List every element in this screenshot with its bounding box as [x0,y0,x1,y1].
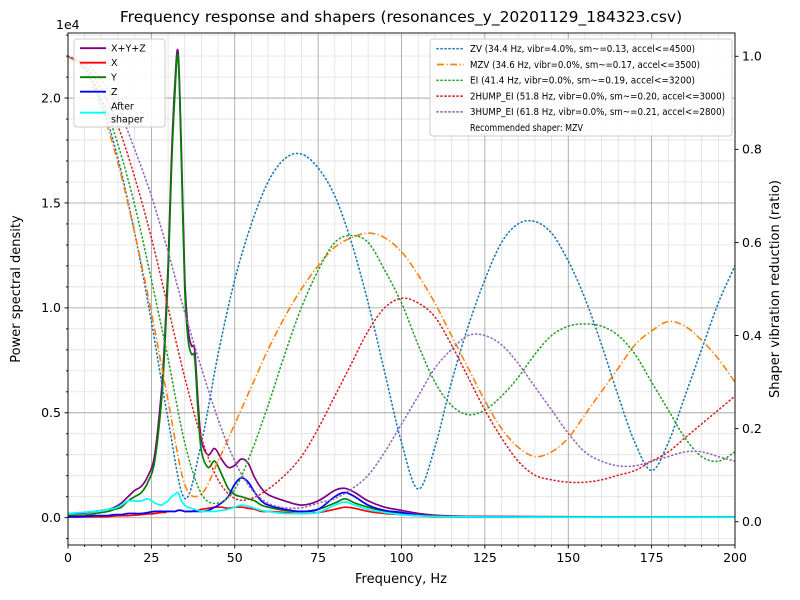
legend-label: EI (41.4 Hz, vibr=0.0%, sm~=0.19, accel<… [470,76,695,87]
legend-label: shaper [111,115,144,126]
y-left-tick-label: 1.0 [41,300,61,315]
legend-label: ZV (34.4 Hz, vibr=4.0%, sm~=0.13, accel<… [470,44,695,55]
y-right-tick-label: 0.4 [742,328,762,343]
curve-zv [68,55,735,500]
x-tick-label: 25 [143,550,159,565]
legend-label: 3HUMP_EI (61.8 Hz, vibr=0.0%, sm~=0.21, … [470,107,725,118]
psd-curves [68,48,735,518]
curve-y [68,53,735,518]
x-tick-label: 0 [64,550,72,565]
legend-shapers-frame [429,38,733,137]
legend-shapers: ZV (34.4 Hz, vibr=4.0%, sm~=0.13, accel<… [429,38,733,137]
curve-after-shaper [68,491,735,518]
x-tick-label: 50 [227,550,243,565]
legend-label: X+Y+Z [111,44,146,55]
x-tick-label: 150 [556,550,580,565]
x-axis-label: Frequency, Hz [355,572,447,587]
curve-2hump-ei [68,55,735,502]
y-axis-label-left: Power spectral density [9,215,24,363]
y-left-tick-label: 0.5 [41,405,61,420]
y-axis-offset-text: 1e4 [56,17,80,32]
y-right-tick-label: 0.0 [742,514,762,529]
legend-label: After [111,102,134,113]
y-axis-label-right: Shaper vibration reduction (ratio) [768,180,783,398]
axes-ticks: 0 25 50 75 100 125 150 175 200 0.0 0.5 1.0 1.5 2.0 0.0… [41,34,762,565]
y-right-tick-label: 0.6 [742,235,762,250]
y-left-tick-label: 2.0 [41,90,61,105]
legend-axes: X+Y+Z XYZ After shaper [73,38,166,128]
y-left-tick-label: 0.0 [41,510,61,525]
y-right-tick-label: 1.0 [742,49,762,64]
y-right-tick-label: 0.2 [742,421,762,436]
y-right-tick-label: 0.8 [742,142,762,157]
legend-label: 2HUMP_EI (51.8 Hz, vibr=0.0%, sm~=0.20, … [470,91,725,102]
curve-3hump-ei [68,55,735,510]
y-left-tick-label: 1.5 [41,195,61,210]
legend-label: Y [110,73,117,84]
x-tick-label: 125 [473,550,497,565]
legend-label: Z [111,87,118,98]
x-tick-label: 100 [390,550,414,565]
legend-note: Recommended shaper: MZV [470,123,583,134]
x-tick-label: 75 [310,550,326,565]
curve-x-y-z [68,48,735,518]
plot-area: 0 25 50 75 100 125 150 175 200 0.0 0.5 1.0 1.5 2.0 0.0… [41,32,762,565]
curve-mzv [68,55,735,498]
legend-label: X [111,58,118,69]
legend-axes-frame [73,38,166,128]
x-tick-label: 200 [723,550,747,565]
legend-label: MZV (34.6 Hz, vibr=0.0%, sm~=0.17, accel… [470,60,700,71]
x-tick-label: 175 [640,550,664,565]
chart-title: Frequency response and shapers (resonanc… [120,8,682,27]
curve-z [68,477,735,518]
shaper-curves [68,55,735,510]
